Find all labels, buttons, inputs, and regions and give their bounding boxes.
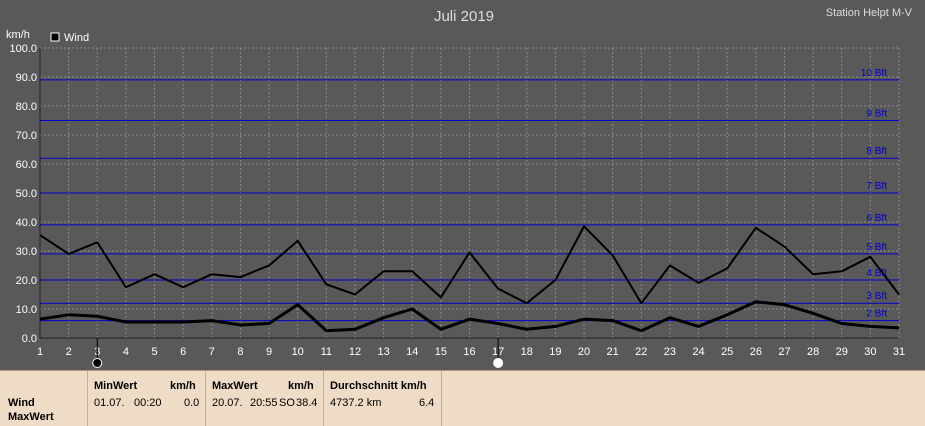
- beaufort-label: 2 Bft: [866, 309, 887, 320]
- beaufort-label: 6 Bft: [866, 213, 887, 224]
- avg-header: Durchschnitt km/h: [330, 380, 427, 392]
- x-tick-label: 31: [893, 346, 905, 358]
- wind-chart: 0.0 10.0 20.0 30.0 40.0 50.0 60.0 70.0 80.0 90.0 1…: [6, 7, 913, 368]
- beaufort-label: 8 Bft: [866, 146, 887, 157]
- stats-min-cell: MinWert km/h 01.07. 00:20 0.0: [88, 371, 206, 426]
- x-tick-label: 18: [521, 346, 533, 358]
- legend-label: Wind: [64, 32, 89, 44]
- min-unit: km/h: [170, 380, 196, 392]
- row-label-maxwert: MaxWert: [8, 411, 54, 423]
- max-direction: SO: [279, 397, 295, 409]
- series-line-maxwert: [39, 225, 900, 305]
- y-tick-label: 50.0: [16, 188, 37, 200]
- moon-new-icon: [92, 358, 103, 368]
- max-date: 20.07.: [212, 397, 243, 409]
- min-header: MinWert: [94, 380, 138, 392]
- x-tick-label: 6: [180, 346, 186, 358]
- max-unit: km/h: [288, 380, 314, 392]
- max-value: 38.4: [296, 397, 318, 409]
- beaufort-label: 3 Bft: [866, 291, 887, 302]
- y-tick-label: 90.0: [16, 72, 37, 84]
- chart-title: Juli 2019: [434, 8, 494, 25]
- chart-subtitle: Station Helpt M-V: [826, 7, 913, 19]
- y-tick-label: 100.0: [9, 43, 37, 55]
- x-tick-label: 22: [635, 346, 647, 358]
- x-tick-label: 10: [292, 346, 304, 358]
- min-date: 01.07.: [94, 397, 125, 409]
- x-tick-label: 7: [209, 346, 215, 358]
- x-tick-label: 5: [151, 346, 157, 358]
- stats-max-cell: MaxWert km/h 20.07. 20:55 SO 38.4: [206, 371, 324, 426]
- x-tick-label: 24: [692, 346, 704, 358]
- x-tick-label: 14: [406, 346, 418, 358]
- y-tick-label: 20.0: [16, 275, 37, 287]
- max-header: MaxWert: [212, 380, 258, 392]
- x-tick-label: 2: [66, 346, 72, 358]
- x-tick-label: 11: [321, 346, 332, 358]
- beaufort-label: 4 Bft: [866, 268, 887, 279]
- stats-avg-cell: Durchschnitt km/h 4737.2 km 6.4: [324, 371, 442, 426]
- y-tick-label: 10.0: [16, 304, 37, 316]
- x-tick-label: 8: [237, 346, 243, 358]
- x-tick-label: 4: [123, 346, 129, 358]
- row-label-wind: Wind: [8, 397, 35, 409]
- beaufort-label: 10 Bft: [861, 68, 887, 79]
- x-tick-label: 21: [607, 346, 619, 358]
- x-tick-label: 25: [721, 346, 733, 358]
- x-tick-label: 1: [37, 346, 43, 358]
- y-tick-label: 0.0: [22, 333, 37, 345]
- x-tick-label: 30: [864, 346, 876, 358]
- y-tick-label: 70.0: [16, 130, 37, 142]
- series-line-wind: [39, 300, 900, 333]
- y-tick-label: 30.0: [16, 246, 37, 258]
- beaufort-label: 5 Bft: [866, 242, 887, 253]
- moon-full-icon: [493, 358, 504, 368]
- x-tick-label: 9: [266, 346, 272, 358]
- y-tick-label: 60.0: [16, 159, 37, 171]
- avg-distance: 4737.2 km: [330, 397, 382, 409]
- min-value: 0.0: [184, 397, 200, 409]
- beaufort-label: 7 Bft: [866, 181, 887, 192]
- x-tick-label: 16: [463, 346, 475, 358]
- x-tick-label: 23: [664, 346, 676, 358]
- x-tick-label: 15: [435, 346, 447, 358]
- y-axis-label: km/h: [6, 29, 30, 41]
- stats-panel: Wind MaxWert MinWert km/h 01.07. 00:20 0…: [0, 370, 925, 426]
- x-tick-label: 13: [377, 346, 389, 358]
- x-tick-label: 12: [349, 346, 361, 358]
- x-tick-label: 28: [807, 346, 819, 358]
- max-time: 20:55: [250, 397, 278, 409]
- x-tick-label: 19: [549, 346, 561, 358]
- x-tick-label: 29: [836, 346, 848, 358]
- x-tick-label: 27: [778, 346, 790, 358]
- x-tick-label: 20: [578, 346, 590, 358]
- avg-value: 6.4: [419, 397, 435, 409]
- legend-swatch: [50, 32, 60, 42]
- beaufort-label: 9 Bft: [866, 109, 887, 120]
- stats-labels-cell: Wind MaxWert: [0, 371, 88, 426]
- x-tick-label: 26: [750, 346, 762, 358]
- min-time: 00:20: [134, 397, 162, 409]
- y-tick-label: 40.0: [16, 217, 37, 229]
- chart-svg: 0.0 10.0 20.0 30.0 40.0 50.0 60.0 70.0 80.0 90.0 1…: [6, 7, 913, 368]
- y-tick-label: 80.0: [16, 101, 37, 113]
